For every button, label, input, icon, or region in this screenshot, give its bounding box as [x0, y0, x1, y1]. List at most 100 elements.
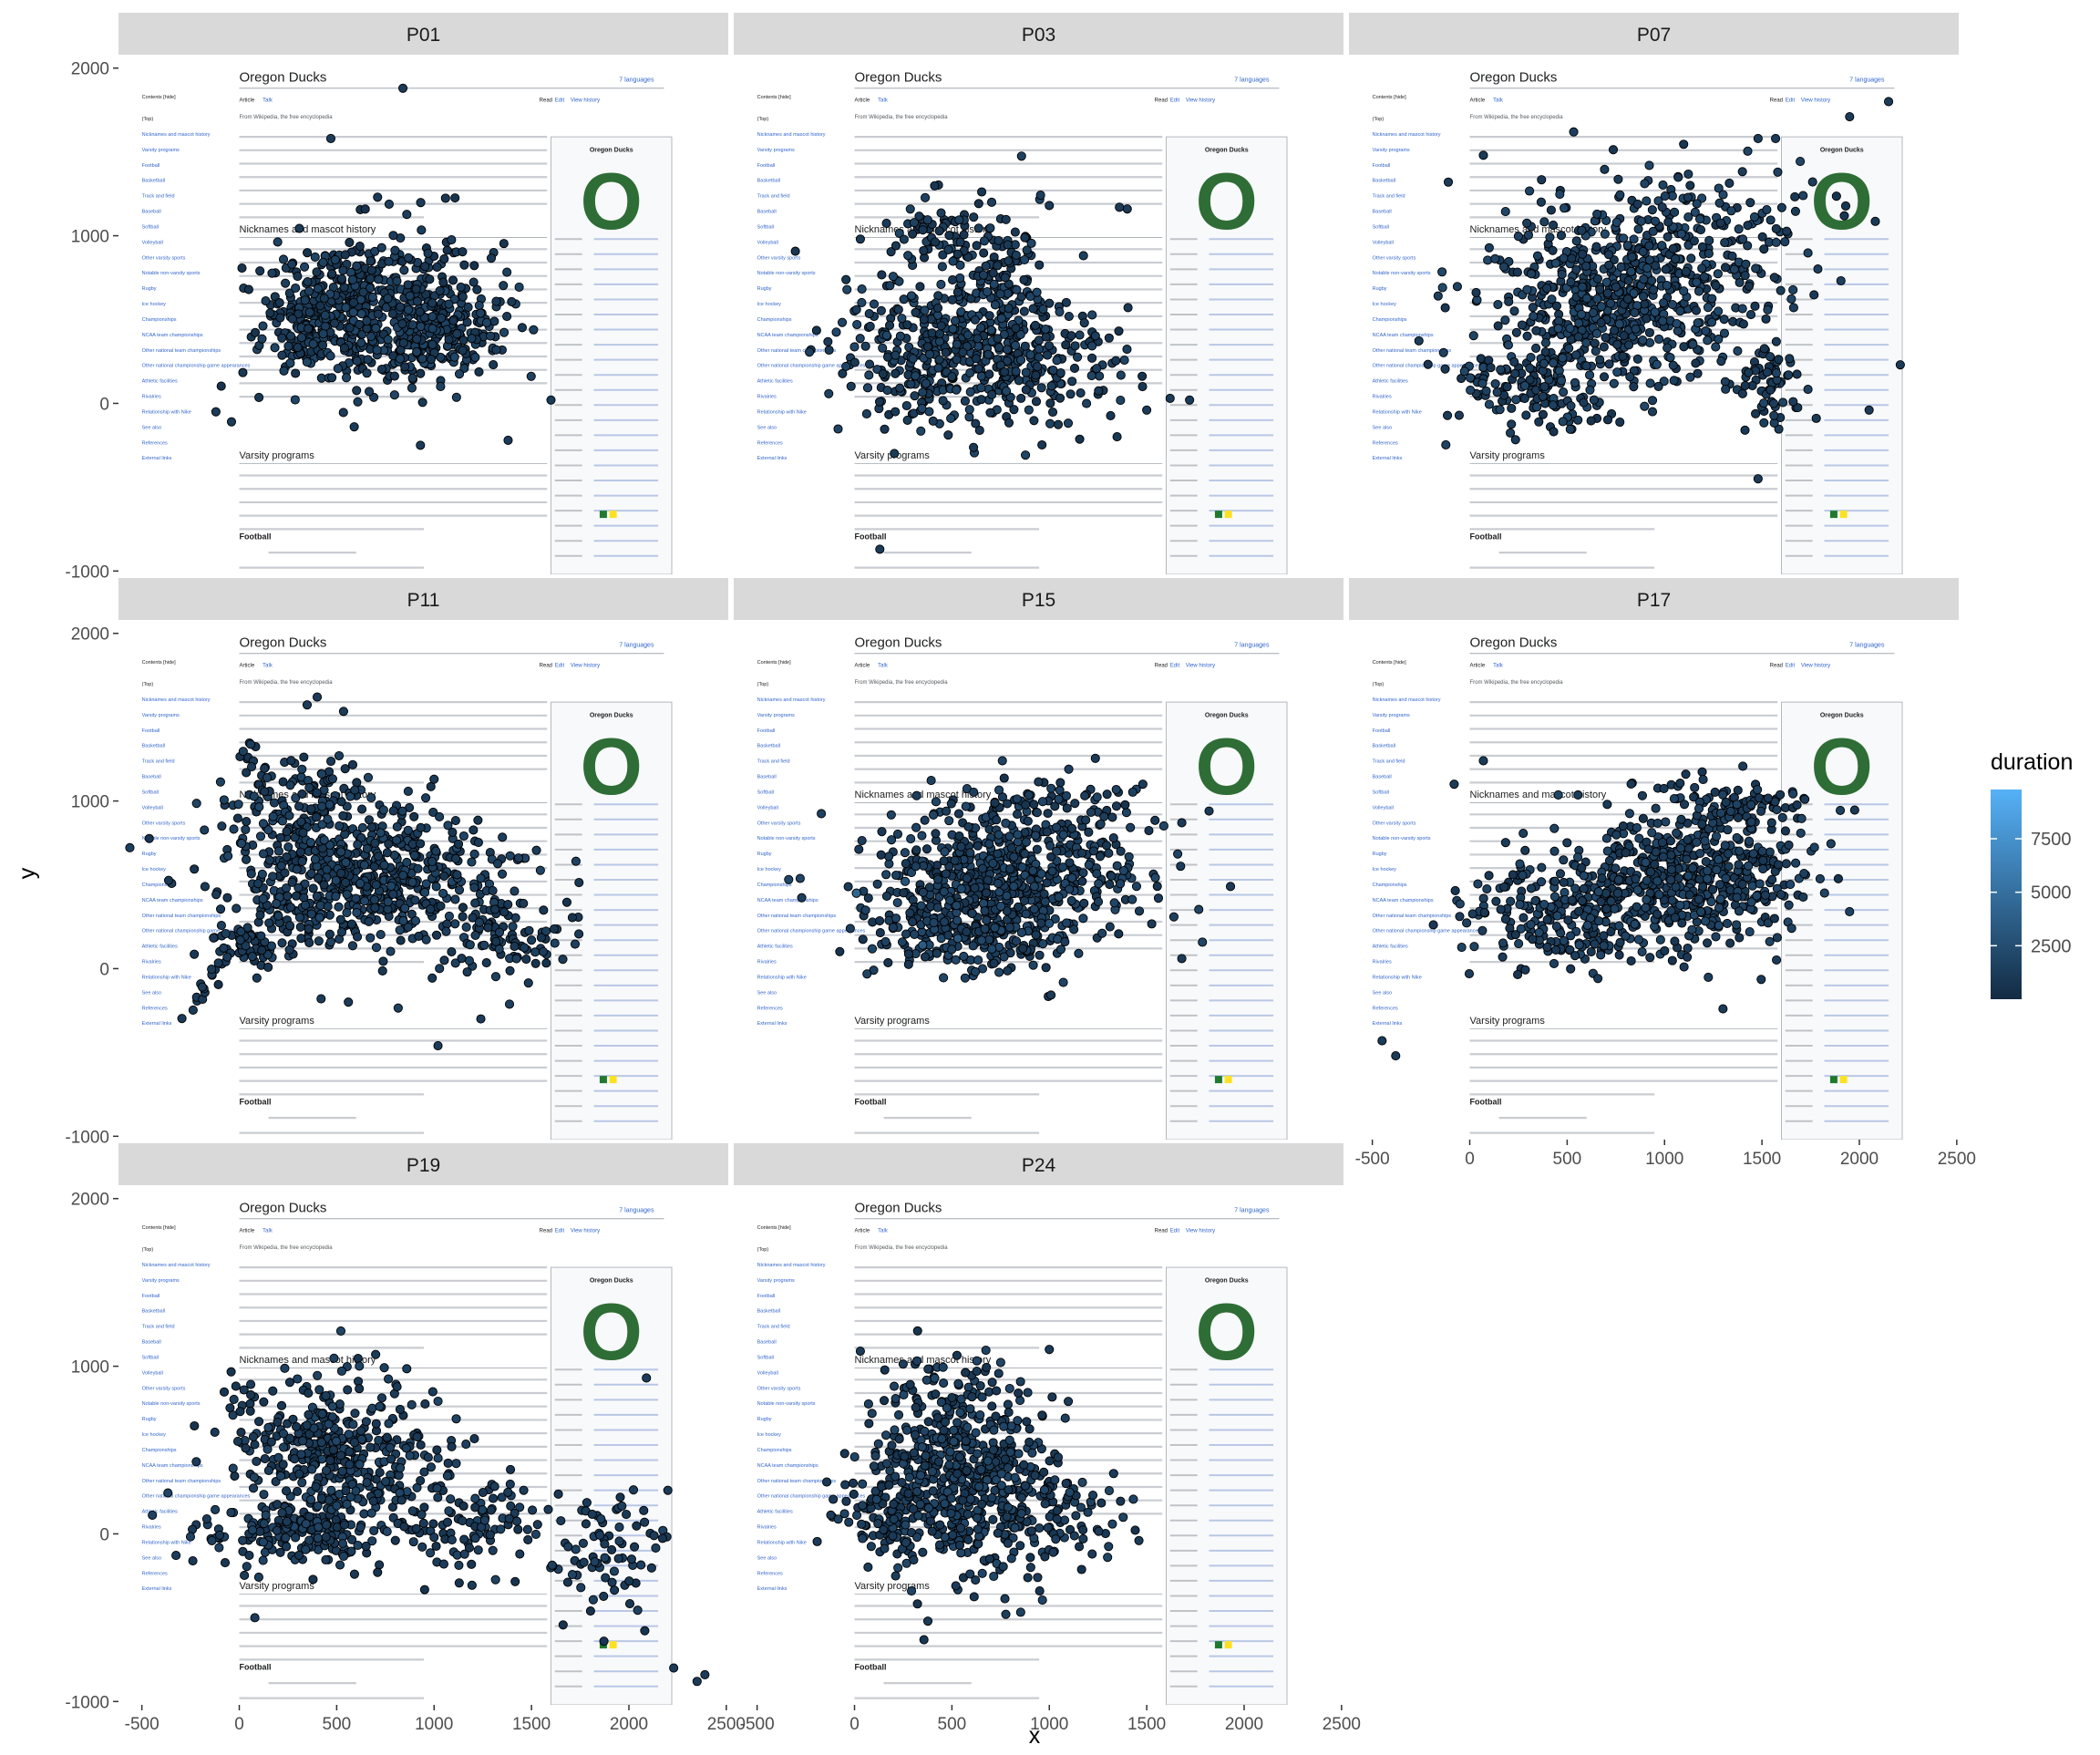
- data-point: [422, 935, 430, 944]
- data-point: [406, 292, 414, 300]
- data-point: [1746, 310, 1755, 318]
- data-point: [1799, 191, 1807, 200]
- data-point: [912, 846, 921, 854]
- data-point: [880, 425, 889, 433]
- data-point: [1745, 282, 1753, 290]
- data-point: [1582, 262, 1590, 270]
- data-point: [1586, 386, 1594, 394]
- wiki-toc-item: (Top): [142, 682, 154, 687]
- data-point: [408, 840, 417, 848]
- data-point: [252, 974, 261, 982]
- data-point: [948, 295, 956, 304]
- data-point: [904, 960, 912, 968]
- data-point: [1539, 410, 1547, 418]
- data-point: [1013, 795, 1021, 803]
- data-point: [357, 805, 365, 813]
- data-point: [293, 865, 301, 873]
- data-point: [911, 308, 920, 316]
- outlier-point: [528, 936, 536, 945]
- data-point: [380, 861, 388, 869]
- data-point: [216, 778, 224, 786]
- data-point: [398, 807, 407, 815]
- data-point: [1617, 263, 1625, 271]
- data-point: [448, 828, 457, 836]
- data-point: [1148, 920, 1156, 928]
- data-point: [309, 340, 317, 348]
- data-point: [1669, 361, 1677, 369]
- data-point: [1093, 365, 1101, 373]
- data-point: [1692, 359, 1700, 367]
- data-point: [1572, 265, 1580, 274]
- data-point: [1021, 850, 1029, 858]
- data-point: [475, 302, 483, 310]
- wiki-toc-item: Football: [142, 163, 160, 169]
- data-point: [379, 957, 387, 965]
- wiki-toc-item: Athletic facilities: [1373, 945, 1408, 950]
- data-point: [883, 353, 891, 361]
- data-point: [1524, 231, 1532, 239]
- wiki-toc-item: NCAA team championships: [757, 898, 818, 903]
- data-point: [852, 305, 860, 314]
- data-point: [1023, 246, 1031, 254]
- data-point: [399, 871, 407, 879]
- data-point: [993, 879, 1002, 887]
- data-point: [1038, 798, 1046, 806]
- data-point: [341, 878, 349, 886]
- data-point: [1055, 394, 1064, 402]
- data-point: [440, 254, 448, 263]
- data-point: [417, 226, 426, 234]
- data-point: [923, 216, 932, 224]
- data-point: [1549, 359, 1558, 367]
- data-point: [239, 748, 247, 756]
- data-point: [255, 393, 263, 401]
- wiki-toc-item: Nicknames and mascot history: [1373, 697, 1441, 703]
- data-point: [1725, 179, 1734, 187]
- data-point: [1582, 362, 1590, 370]
- data-point: [468, 335, 476, 343]
- data-point: [305, 783, 314, 791]
- data-point: [367, 793, 376, 801]
- data-point: [1067, 896, 1076, 904]
- data-point: [452, 393, 460, 401]
- data-point: [1793, 370, 1801, 378]
- data-point: [989, 859, 997, 867]
- data-point: [865, 309, 873, 317]
- data-point: [925, 350, 933, 358]
- data-point: [337, 274, 345, 283]
- data-point: [367, 332, 376, 340]
- data-point: [940, 974, 948, 982]
- data-point: [464, 303, 472, 311]
- data-point: [1022, 800, 1030, 809]
- data-point: [1491, 254, 1499, 263]
- data-point: [445, 912, 453, 920]
- wiki-toc-item: Contents [hide]: [757, 660, 791, 666]
- data-point: [353, 387, 361, 395]
- data-point: [1772, 224, 1780, 232]
- data-point: [436, 286, 444, 294]
- data-point: [1559, 418, 1567, 426]
- wiki-toc-item: Nicknames and mascot history: [142, 132, 211, 138]
- data-point: [904, 252, 912, 260]
- data-point: [433, 263, 441, 271]
- data-point: [853, 320, 861, 328]
- data-point: [1523, 219, 1531, 227]
- wiki-toc-item: References: [757, 1006, 783, 1011]
- data-point: [1138, 372, 1147, 380]
- data-point: [1695, 215, 1704, 223]
- wiki-toc-item: External links: [142, 1021, 172, 1027]
- data-point: [217, 382, 225, 390]
- data-point: [251, 328, 259, 336]
- data-point: [474, 816, 482, 824]
- wiki-toc-item: See also: [142, 425, 161, 430]
- data-point: [1020, 255, 1028, 263]
- data-point: [873, 880, 881, 888]
- data-point: [341, 251, 349, 259]
- wiki-toc-item: NCAA team championships: [1373, 333, 1434, 338]
- data-point: [1000, 774, 1008, 782]
- data-point: [437, 382, 445, 390]
- outlier-point: [1865, 406, 1873, 414]
- data-point: [842, 362, 850, 370]
- data-point: [904, 950, 912, 958]
- data-point: [1570, 378, 1579, 387]
- outlier-point: [856, 235, 864, 243]
